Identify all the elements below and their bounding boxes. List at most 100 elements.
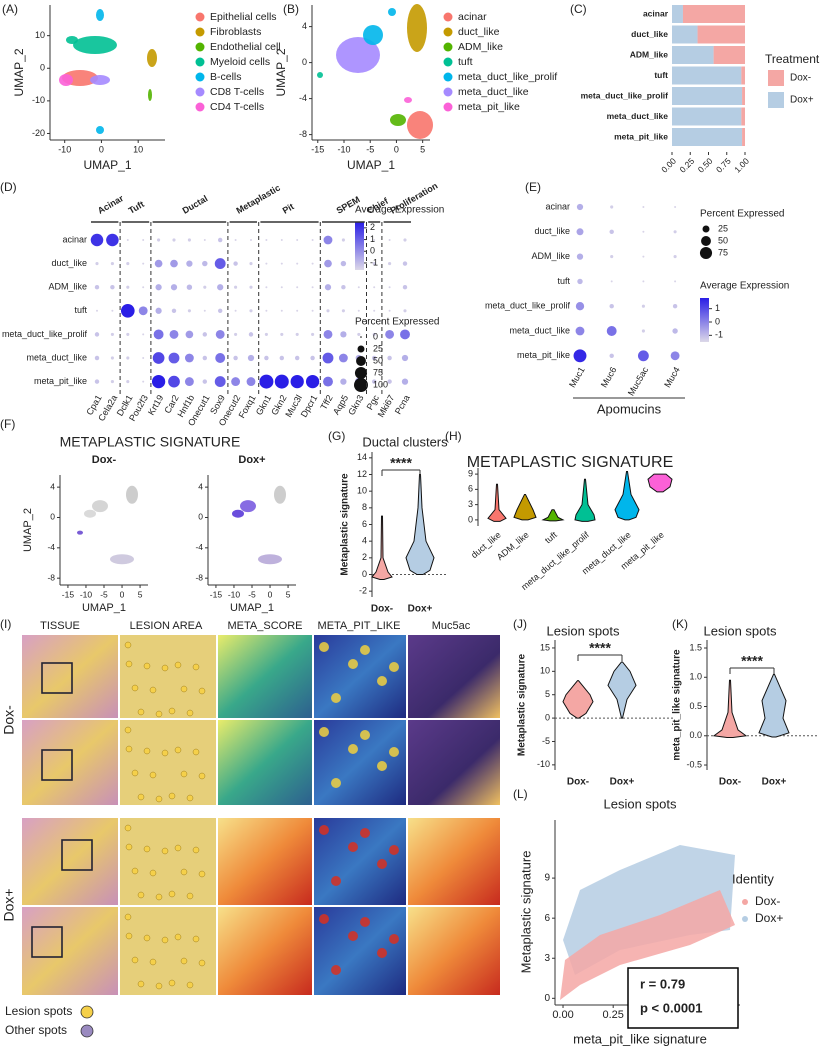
significance: **** bbox=[390, 455, 412, 471]
dot bbox=[280, 262, 283, 265]
dot bbox=[233, 355, 238, 361]
size-label: 100 bbox=[373, 379, 388, 389]
spot bbox=[174, 746, 182, 754]
dot bbox=[110, 356, 114, 360]
dot bbox=[609, 229, 614, 235]
spot bbox=[124, 913, 132, 921]
legend-label: CD8 T-cells bbox=[210, 86, 264, 98]
cluster bbox=[90, 75, 110, 85]
dot bbox=[575, 302, 585, 311]
row-label: meta_pit_like bbox=[517, 350, 570, 360]
spot bbox=[377, 859, 387, 869]
y-tick-label: 4 bbox=[302, 21, 307, 31]
dot bbox=[401, 378, 409, 385]
gene-label: Muc4 bbox=[662, 365, 682, 389]
panel-label: (J) bbox=[513, 617, 527, 631]
panel-label: (L) bbox=[513, 787, 528, 801]
legend-label: Epithelial cells bbox=[210, 11, 277, 23]
legend-swatch bbox=[195, 72, 205, 82]
dot bbox=[311, 309, 314, 312]
dot bbox=[387, 379, 392, 384]
tissue-image bbox=[314, 907, 406, 995]
spot bbox=[389, 747, 399, 757]
dot bbox=[642, 280, 645, 283]
dot bbox=[170, 284, 178, 291]
panel-label: (K) bbox=[672, 617, 688, 631]
dot bbox=[231, 377, 241, 387]
colorbar-label: -1 bbox=[715, 330, 723, 340]
dot bbox=[142, 333, 145, 336]
spot bbox=[168, 890, 176, 898]
tissue-image bbox=[218, 907, 312, 995]
y-tick-label: 5 bbox=[545, 689, 550, 699]
spot bbox=[192, 748, 200, 756]
row-title: Dox+ bbox=[1, 888, 17, 921]
tissue-image bbox=[218, 635, 312, 718]
spot bbox=[180, 957, 188, 965]
bar-segment bbox=[742, 128, 745, 146]
panel-title: METAPLASTIC SIGNATURE bbox=[467, 454, 674, 471]
spot bbox=[131, 684, 139, 692]
spot bbox=[389, 662, 399, 672]
dot bbox=[338, 353, 348, 363]
dot bbox=[576, 203, 584, 211]
size-key bbox=[357, 345, 365, 353]
spot bbox=[174, 933, 182, 941]
spot bbox=[137, 980, 145, 988]
spot bbox=[143, 934, 151, 942]
spot bbox=[198, 687, 206, 695]
dot bbox=[641, 329, 645, 333]
legend-swatch bbox=[768, 70, 784, 86]
dot bbox=[126, 380, 130, 384]
dot bbox=[290, 374, 304, 389]
dot bbox=[357, 309, 360, 312]
spot bbox=[137, 793, 145, 801]
spot bbox=[360, 828, 370, 838]
cluster bbox=[59, 74, 73, 86]
dot bbox=[280, 239, 283, 241]
axis-title: Metaplastic signature bbox=[340, 473, 351, 576]
spot bbox=[137, 891, 145, 899]
dot bbox=[217, 308, 223, 314]
legend-label: Other spots bbox=[5, 1023, 67, 1037]
tissue-image bbox=[314, 818, 406, 905]
legend-label: Dox+ bbox=[790, 95, 814, 106]
legend-swatch bbox=[443, 87, 453, 97]
y-tick-label: 0 bbox=[545, 712, 550, 722]
legend-label: Dox- bbox=[790, 73, 811, 84]
plot-title: Dox- bbox=[92, 454, 117, 466]
x-tick-label: -10 bbox=[80, 589, 93, 599]
dot bbox=[305, 374, 320, 389]
dot bbox=[90, 233, 104, 247]
dot bbox=[403, 309, 407, 313]
panel-title: Lesion spots bbox=[704, 623, 777, 638]
panel-title: METAPLASTIC SIGNATURE bbox=[60, 434, 241, 450]
size-key bbox=[354, 378, 368, 392]
dot bbox=[203, 309, 206, 312]
bar-segment bbox=[713, 46, 745, 64]
inset-box bbox=[31, 926, 63, 958]
legend-label: meta_pit_like bbox=[458, 101, 520, 113]
spot bbox=[174, 844, 182, 852]
size-key bbox=[360, 336, 362, 338]
legend-label: acinar bbox=[458, 11, 487, 23]
tissue-image bbox=[22, 635, 118, 718]
legend-label: Dox+ bbox=[755, 911, 783, 925]
spot bbox=[360, 645, 370, 655]
size-label: 75 bbox=[373, 367, 383, 377]
dot bbox=[187, 309, 191, 313]
spot bbox=[377, 761, 387, 771]
y-tick-label: -20 bbox=[32, 128, 45, 138]
dot bbox=[323, 376, 333, 387]
violin bbox=[614, 471, 640, 521]
colorbar-label: 0 bbox=[370, 246, 375, 256]
dot bbox=[214, 376, 226, 388]
cluster bbox=[240, 500, 256, 513]
dot bbox=[672, 303, 678, 309]
spot bbox=[149, 869, 157, 877]
x-tick-label: 10 bbox=[133, 144, 143, 154]
spot bbox=[198, 959, 206, 967]
dot bbox=[234, 332, 238, 336]
panel-title: Ductal clusters bbox=[362, 434, 448, 449]
cluster bbox=[73, 36, 117, 54]
